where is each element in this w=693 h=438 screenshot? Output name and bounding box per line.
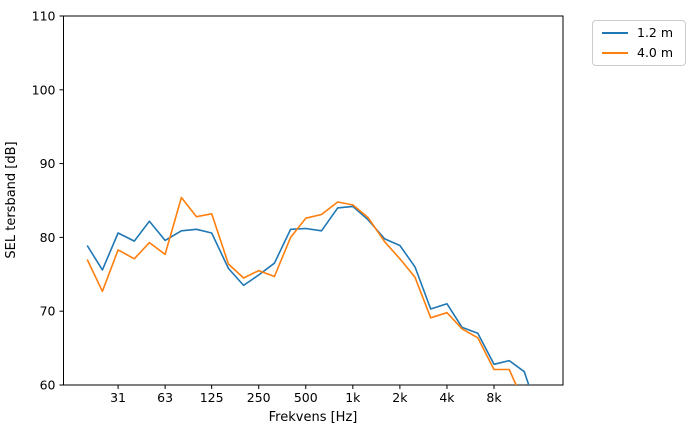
legend-item-series-1: 4.0 m [602, 44, 676, 60]
x-tick-label: 8k [486, 390, 502, 405]
y-tick-label: 90 [40, 156, 56, 171]
x-tick-label: 250 [247, 390, 271, 405]
legend-line-swatch-orange [602, 51, 628, 54]
x-tick-label: 125 [200, 390, 224, 405]
legend-label-series-0: 1.2 m [637, 25, 674, 40]
series-line-4-0-m [86, 196, 517, 385]
y-axis-label: SEL tersband [dB] [4, 141, 19, 258]
legend-item-series-0: 1.2 m [602, 25, 676, 40]
y-tick-label: 70 [40, 304, 56, 319]
series-line-1-2-m [86, 205, 530, 385]
legend-label-series-1: 4.0 m [637, 44, 674, 60]
y-tick-label: 80 [40, 230, 56, 245]
x-tick-label: 63 [157, 390, 173, 405]
x-axis-label: Frekvens [Hz] [269, 410, 358, 425]
y-tick-label: 60 [40, 378, 56, 393]
x-tick-label: 2k [392, 390, 408, 405]
y-tick-label: 110 [32, 9, 56, 24]
plot-border [63, 15, 564, 386]
axis-ticks: 60 70 80 90 100 110 31 63 125 250 500 1k 2k 4k 8k [32, 9, 503, 406]
x-tick-label: 1k [345, 390, 361, 405]
y-tick-label: 100 [32, 82, 56, 97]
x-tick-label: 31 [110, 390, 126, 405]
legend: 1.2 m 4.0 m [592, 20, 686, 66]
legend-line-swatch-blue [602, 32, 628, 35]
x-tick-label: 4k [439, 390, 455, 405]
x-tick-label: 500 [294, 390, 318, 405]
data-series [86, 196, 530, 385]
